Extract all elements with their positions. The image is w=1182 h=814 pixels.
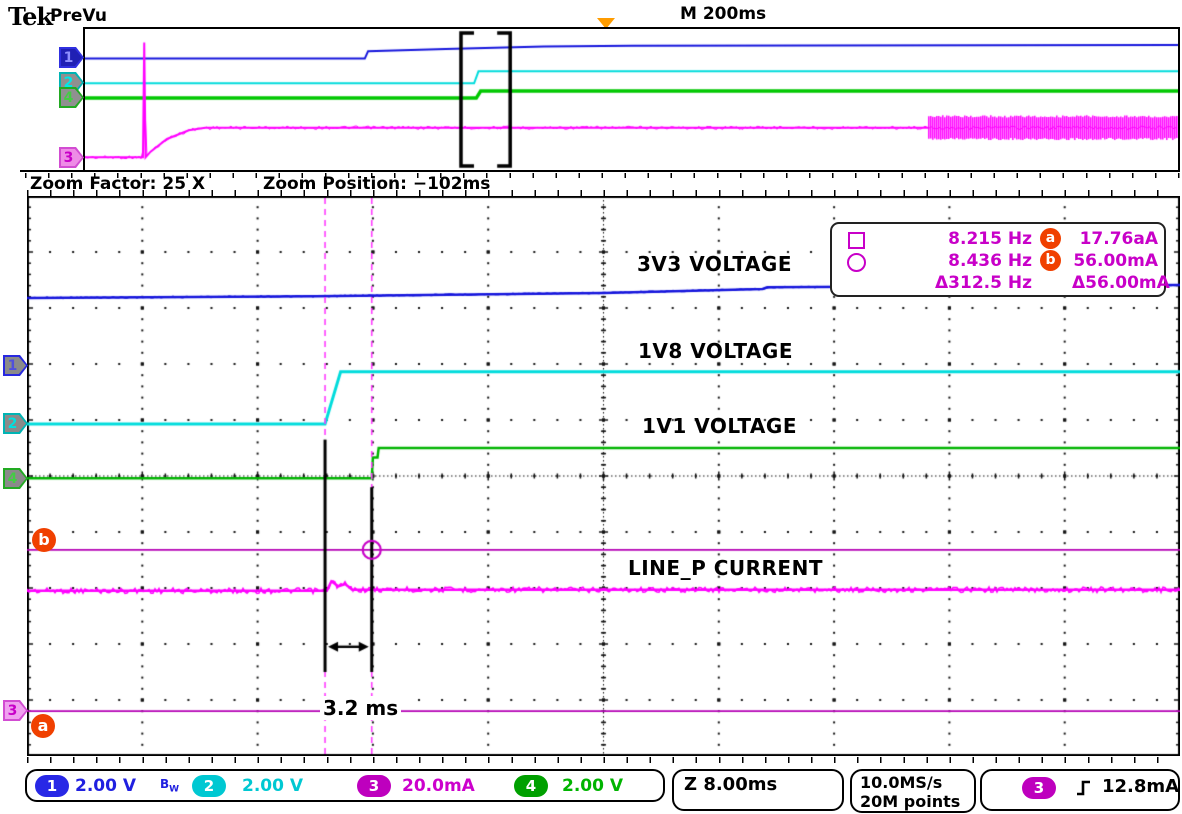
- cursor-b-amplitude: 56.00mA: [1073, 251, 1158, 271]
- graticule-ticks-top: [25, 173, 1180, 178]
- square-cursor-icon: [848, 232, 865, 249]
- cursor2-frequency: 8.436 Hz: [948, 251, 1032, 271]
- channel-3-marker-body: 3: [5, 702, 26, 719]
- channel-4-marker-label: 4: [63, 89, 74, 106]
- graticule-ticks-above-plot: [27, 190, 1180, 196]
- channel-scales-box: 1 2.00 V 2 2.00 V 3 20.0mA 4 2.00 V BW: [25, 769, 665, 802]
- channel-3-marker-label: 3: [7, 702, 18, 719]
- channel-4-marker: 4: [3, 468, 28, 489]
- acquisition-status: PreVu: [50, 6, 108, 26]
- graticule-ticks-below-plot: [27, 757, 1180, 763]
- channel-4-marker-label: 4: [7, 470, 18, 487]
- channel-3-marker-body: 3: [61, 149, 82, 166]
- channel-2-marker-body: 2: [61, 74, 82, 91]
- cursor-a-badge: a: [1040, 228, 1061, 249]
- channel-1-scale-value: 2.00 V: [75, 776, 137, 796]
- cursor-a-amplitude: 17.76aA: [1079, 229, 1158, 249]
- zoom-scale-box: Z 8.00ms: [672, 769, 844, 811]
- trigger-source-badge: 3: [1022, 777, 1056, 799]
- channel-2-scale-badge: 2: [192, 775, 226, 797]
- channel-1-marker-label: 1: [63, 49, 74, 66]
- zoom-scale-value: Z 8.00ms: [684, 774, 778, 795]
- channel-2-marker-label: 2: [63, 74, 74, 91]
- cursor1-frequency: 8.215 Hz: [948, 229, 1032, 249]
- channel-1-marker: 1: [3, 355, 28, 376]
- measurement-row: Δ312.5 Hz Δ56.00mA: [832, 272, 1170, 295]
- circle-cursor-icon: [847, 253, 866, 272]
- delta-time-label: 3.2 ms: [320, 696, 402, 720]
- channel-4-scale-value: 2.00 V: [562, 776, 624, 796]
- overview-waveform-canvas: [85, 29, 1178, 170]
- bandwidth-limit-indicator: BW: [160, 777, 180, 795]
- sample-rate-value: 10.0MS/s: [860, 773, 943, 792]
- channel-1-marker-body: 1: [61, 49, 82, 66]
- channel-1-scale-badge: 1: [35, 775, 69, 797]
- channel-4-marker: 4: [59, 87, 84, 108]
- channel-3-marker: 3: [3, 700, 28, 721]
- label-1v1-voltage: 1V1 VOLTAGE: [642, 414, 797, 438]
- channel-2-marker-body: 2: [5, 415, 26, 432]
- channel-2-marker: 2: [3, 413, 28, 434]
- channel-2-scale-value: 2.00 V: [242, 776, 304, 796]
- tek-logo: Tek: [8, 2, 53, 31]
- delta-amplitude: Δ56.00mA: [1072, 273, 1170, 293]
- overview-window: [83, 27, 1180, 170]
- channel-3-marker: 3: [59, 147, 84, 168]
- channel-2-marker-label: 2: [7, 415, 18, 432]
- overview-bottom-border: [20, 170, 1180, 172]
- cursor-b-badge: b: [1040, 250, 1061, 271]
- label-line-p-current: LINE_P CURRENT: [628, 556, 823, 580]
- label-3v3-voltage: 3V3 VOLTAGE: [637, 252, 792, 276]
- label-1v8-voltage: 1V8 VOLTAGE: [638, 339, 793, 363]
- rising-edge-icon: [1076, 778, 1092, 802]
- trigger-info-box: 3 12.8mA: [980, 769, 1180, 811]
- delta-frequency: Δ312.5 Hz: [935, 273, 1032, 293]
- main-timebase-label: M 200ms: [680, 4, 767, 24]
- measurement-row: 8.215 Hz a 17.76aA: [832, 228, 1164, 251]
- channel-4-marker-body: 4: [5, 470, 26, 487]
- channel-3-scale-badge: 3: [357, 775, 391, 797]
- acquisition-info-box: 10.0MS/s 20M points: [850, 769, 976, 813]
- channel-3-scale-value: 20.0mA: [402, 776, 475, 796]
- cursor-b-screen-badge: b: [32, 528, 56, 552]
- channel-1-marker-body: 1: [5, 357, 26, 374]
- cursor-a-screen-badge: a: [31, 714, 55, 738]
- channel-1-marker: 1: [59, 47, 84, 68]
- measurement-row: 8.436 Hz b 56.00mA: [832, 250, 1164, 273]
- channel-4-scale-badge: 4: [514, 775, 548, 797]
- record-length-value: 20M points: [860, 792, 961, 811]
- channel-3-marker-label: 3: [63, 149, 74, 166]
- channel-4-marker-body: 4: [61, 89, 82, 106]
- zoom-position-label: Zoom Position: −102ms: [263, 174, 491, 194]
- zoom-factor-label: Zoom Factor: 25 X: [30, 174, 206, 194]
- trigger-position-icon: [597, 18, 615, 29]
- measurement-readout-box: 8.215 Hz a 17.76aA 8.436 Hz b 56.00mA Δ3…: [830, 222, 1170, 297]
- trigger-level-value: 12.8mA: [1102, 776, 1180, 797]
- channel-1-marker-label: 1: [7, 357, 18, 374]
